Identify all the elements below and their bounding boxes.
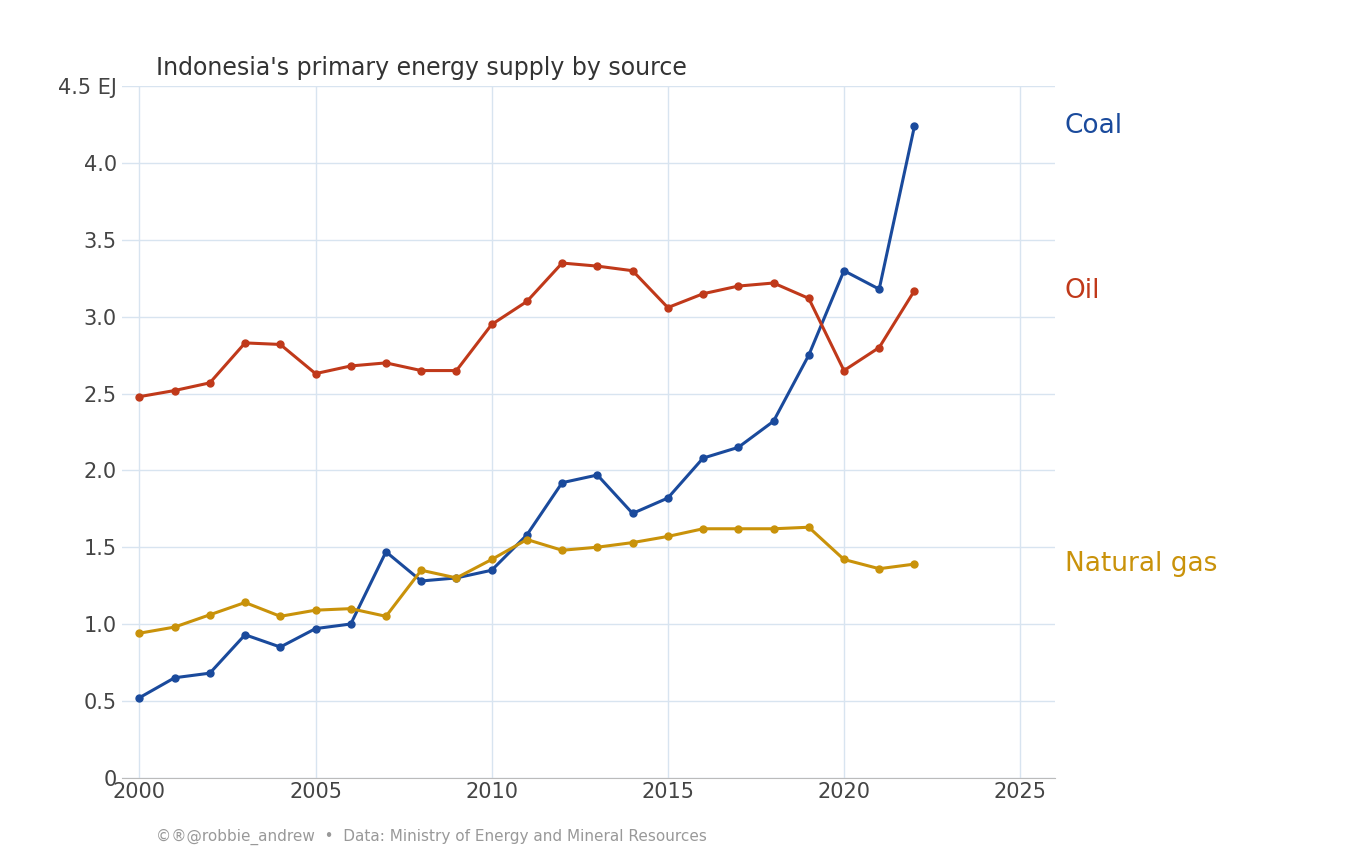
- Text: Natural gas: Natural gas: [1065, 551, 1218, 577]
- Text: Coal: Coal: [1065, 113, 1123, 139]
- Text: ©®@robbie_andrew  •  Data: Ministry of Energy and Mineral Resources: ©®@robbie_andrew • Data: Ministry of Ene…: [156, 829, 706, 845]
- Text: Oil: Oil: [1065, 277, 1100, 303]
- Text: Indonesia's primary energy supply by source: Indonesia's primary energy supply by sou…: [156, 56, 686, 80]
